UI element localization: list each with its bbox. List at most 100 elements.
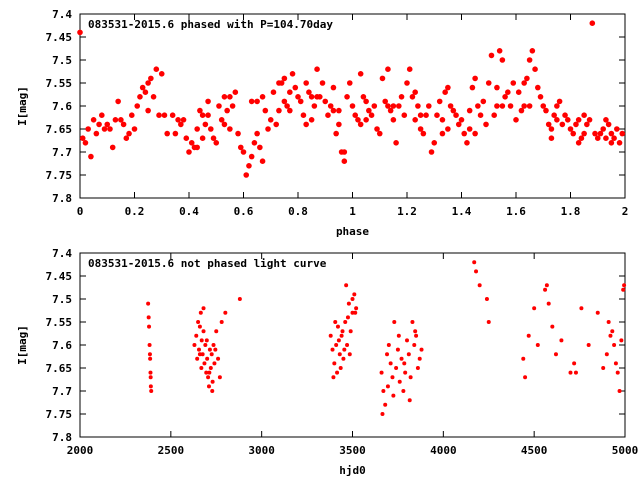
unphased-data-point <box>526 333 531 338</box>
phased-data-point <box>322 98 329 105</box>
unphased-data-point <box>604 352 609 357</box>
phased-data-point <box>178 121 184 128</box>
phased-data-point <box>352 112 359 118</box>
phased-data-point <box>431 140 438 146</box>
phased-data-point <box>169 112 176 118</box>
phased-data-point <box>194 144 200 151</box>
phased-x-tick-label: 0.8 <box>288 205 308 218</box>
phased-data-point <box>594 135 601 141</box>
unphased-data-point <box>390 375 395 380</box>
phased-data-point <box>112 117 119 123</box>
unphased-data-point <box>532 306 537 311</box>
phased-x-tick-label: 2 <box>622 205 629 218</box>
phased-data-point <box>227 94 233 100</box>
phased-data-point <box>409 94 416 100</box>
phased-data-point <box>535 84 541 91</box>
unphased-data-point <box>205 356 210 361</box>
phased-data-point <box>90 117 97 123</box>
phased-data-point <box>540 103 547 109</box>
unphased-plot-title: 083531-2015.6 not phased light curve <box>88 257 327 270</box>
phased-data-point <box>153 66 160 72</box>
unphased-data-point <box>484 297 489 301</box>
unphased-data-point <box>486 320 491 324</box>
phased-data-point <box>232 89 239 95</box>
unphased-data-point <box>352 292 357 297</box>
phased-data-point <box>109 144 116 151</box>
phased-data-point <box>346 80 353 86</box>
phased-data-point <box>502 94 508 100</box>
unphased-data-point <box>147 324 152 329</box>
phased-data-point <box>77 29 83 36</box>
phased-x-tick-label: 1.2 <box>397 205 417 218</box>
unphased-data-point <box>415 366 420 370</box>
phased-data-point <box>145 80 151 86</box>
phased-data-point <box>363 98 369 105</box>
phased-data-point <box>532 66 538 72</box>
phased-data-point <box>235 130 241 137</box>
phased-data-point <box>586 117 593 123</box>
phased-data-point <box>608 140 615 146</box>
unphased-data-point <box>619 338 624 343</box>
phased-data-point <box>336 107 342 114</box>
unphased-data-point <box>613 361 618 366</box>
phased-data-point <box>259 158 266 164</box>
phased-data-point <box>164 130 170 137</box>
phased-data-point <box>101 126 108 132</box>
phased-data-point <box>559 121 566 128</box>
phased-data-point <box>477 112 484 118</box>
unphased-data-point <box>338 366 343 370</box>
unphased-data-point <box>397 379 402 384</box>
phased-data-point <box>556 98 563 105</box>
phased-data-point <box>396 103 402 109</box>
unphased-data-point <box>396 333 401 338</box>
phased-data-point <box>273 121 280 128</box>
unphased-data-point <box>601 366 606 370</box>
phased-data-point <box>385 66 391 72</box>
phased-data-point <box>221 121 228 128</box>
phased-data-point <box>475 103 481 109</box>
phased-data-point <box>455 121 462 128</box>
phased-data-point <box>248 153 255 160</box>
phased-x-tick-label: 0.6 <box>234 205 254 218</box>
phased-data-point <box>118 117 124 123</box>
phased-data-point <box>458 117 465 123</box>
unphased-data-point <box>521 356 526 361</box>
unphased-data-point <box>204 370 209 375</box>
phased-data-point <box>382 98 389 105</box>
phased-y-tick-label: 7.7 <box>52 146 72 159</box>
unphased-data-point <box>385 384 390 389</box>
unphased-data-point <box>419 347 424 352</box>
phased-data-point <box>469 84 476 91</box>
phased-data-point <box>548 126 555 132</box>
unphased-data-point <box>203 343 208 347</box>
phased-data-point <box>472 130 478 137</box>
phased-data-point <box>88 153 94 160</box>
phased-x-tick-label: 0.4 <box>179 205 199 218</box>
unphased-plot-frame <box>79 252 626 438</box>
unphased-data-point <box>615 370 620 375</box>
phased-data-point <box>96 121 102 128</box>
unphased-data-point <box>388 361 393 366</box>
phased-data-point <box>567 126 574 132</box>
phased-data-point <box>529 48 536 54</box>
phased-data-point <box>205 98 211 105</box>
phased-data-point <box>450 107 457 114</box>
unphased-data-point <box>339 333 344 338</box>
phased-data-point <box>584 121 590 128</box>
phased-y-tick-label: 7.4 <box>52 8 72 21</box>
phased-data-point <box>521 103 527 109</box>
phased-data-point <box>390 103 397 109</box>
unphased-data-point <box>535 343 540 347</box>
unphased-data-point <box>612 343 617 347</box>
unphased-data-point <box>192 343 197 347</box>
phased-data-point <box>186 149 192 155</box>
phased-data-point <box>439 117 446 123</box>
unphased-y-tick-label: 7.6 <box>52 339 72 352</box>
phased-data-point <box>199 112 206 118</box>
phased-data-point <box>420 130 427 137</box>
phased-data-point <box>426 103 432 109</box>
phased-y-tick-label: 7.65 <box>46 123 73 136</box>
phased-data-point <box>131 126 138 132</box>
phased-data-point <box>398 94 405 100</box>
